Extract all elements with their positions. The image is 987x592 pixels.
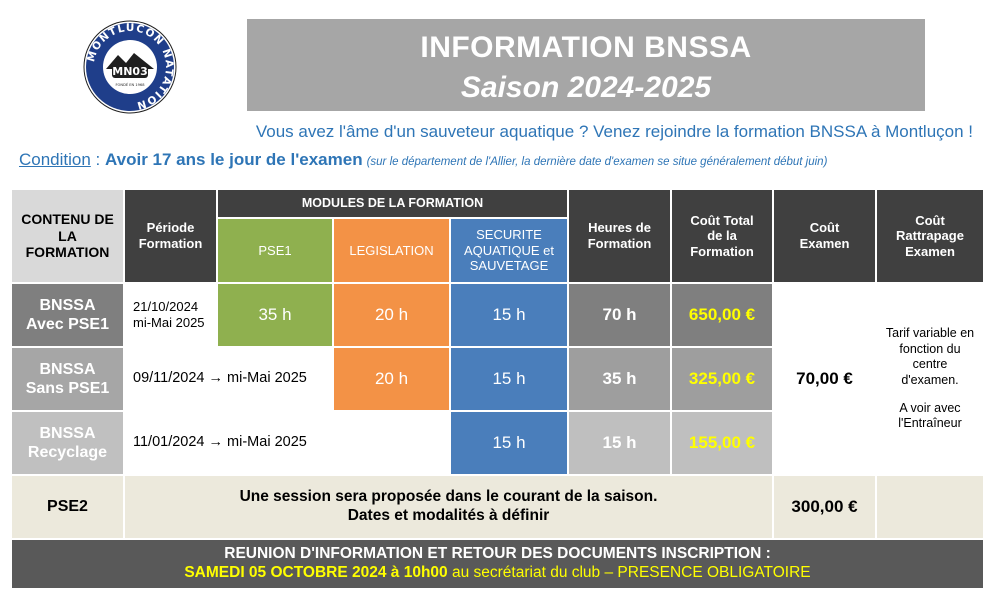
row-legislation-1: 20 h <box>334 284 449 346</box>
row-name-bnssa-sans-pse1: BNSSA Sans PSE1 <box>12 348 123 410</box>
condition-requirement: Avoir 17 ans le jour de l'examen <box>105 150 363 169</box>
tagline: Vous avez l'âme d'un sauveteur aquatique… <box>255 122 973 141</box>
info-meeting-date: SAMEDI 05 OCTOBRE 2024 à 10h00 <box>184 564 448 581</box>
logo-center-text: MN03 <box>112 65 147 78</box>
formation-table: CONTENU DE LA FORMATION Période Formatio… <box>12 190 983 588</box>
header-periode: Période Formation <box>125 190 216 282</box>
info-meeting-rest: au secrétariat du club – PRESENCE OBLIGA… <box>447 564 811 581</box>
row-periode-3: 11/01/2024 → mi-Mai 2025 <box>125 412 449 474</box>
row-securite-1: 15 h <box>451 284 567 346</box>
row-name-pse2: PSE2 <box>12 476 123 538</box>
row-heures-3: 15 h <box>569 412 670 474</box>
header-modules: MODULES DE LA FORMATION <box>218 190 567 217</box>
rattrapage-note: Tarif variable en fonction du centre d'e… <box>885 326 975 387</box>
condition-label: Condition <box>19 150 91 169</box>
header-legislation: LEGISLATION <box>334 219 449 282</box>
row-periode-1: 21/10/2024 mi-Mai 2025 <box>125 284 216 346</box>
page-title: INFORMATION BNSSA <box>420 31 752 64</box>
row-name-bnssa-avec-pse1: BNSSA Avec PSE1 <box>12 284 123 346</box>
row-securite-2: 15 h <box>451 348 567 410</box>
title-banner: INFORMATION BNSSA Saison 2024-2025 <box>247 19 925 111</box>
row-periode-2: 09/11/2024 → mi-Mai 2025 <box>125 348 332 410</box>
pse2-text: Une session sera proposée dans le couran… <box>125 476 772 538</box>
pse2-text-line1: Une session sera proposée dans le couran… <box>239 488 658 506</box>
condition-line: Condition : Avoir 17 ans le jour de l'ex… <box>19 150 827 170</box>
row-cout-3: 155,00 € <box>672 412 772 474</box>
info-meeting-line1: REUNION D'INFORMATION ET RETOUR DES DOCU… <box>224 545 771 563</box>
pse2-text-line2: Dates et modalités à définir <box>347 507 550 524</box>
header-contenu: CONTENU DE LA FORMATION <box>12 190 123 282</box>
club-logo: MONTLUCON NATATION MN03 FONDÉ EN 1968 <box>82 19 178 115</box>
row-securite-3: 15 h <box>451 412 567 474</box>
pse2-rattrapage-empty <box>877 476 983 538</box>
info-meeting-banner: REUNION D'INFORMATION ET RETOUR DES DOCU… <box>12 540 983 588</box>
rattrapage-note-block: Tarif variable en fonction du centre d'e… <box>877 284 983 474</box>
condition-note: (sur le département de l'Allier, la dern… <box>366 156 828 168</box>
header-cout-rattrapage: Coût Rattrapage Examen <box>877 190 983 282</box>
row-cout-2: 325,00 € <box>672 348 772 410</box>
row-pse1-1: 35 h <box>218 284 332 346</box>
rattrapage-note-2: A voir avec l'Entraîneur <box>898 400 962 431</box>
row-heures-2: 35 h <box>569 348 670 410</box>
row-cout-1: 650,00 € <box>672 284 772 346</box>
pse2-price: 300,00 € <box>774 476 875 538</box>
row-legislation-2: 20 h <box>334 348 449 410</box>
header-cout-total: Coût Total de la Formation <box>672 190 772 282</box>
condition-separator: : <box>90 150 105 169</box>
row-name-bnssa-recyclage: BNSSA Recyclage <box>12 412 123 474</box>
examen-price: 70,00 € <box>774 284 875 474</box>
page-subtitle: Saison 2024-2025 <box>460 71 712 104</box>
header-securite: SECURITE AQUATIQUE et SAUVETAGE <box>451 219 567 282</box>
row-heures-1: 70 h <box>569 284 670 346</box>
header-heures: Heures de Formation <box>569 190 670 282</box>
header-pse1: PSE1 <box>218 219 332 282</box>
header-cout-examen: Coût Examen <box>774 190 875 282</box>
logo-subtext: FONDÉ EN 1968 <box>115 82 145 87</box>
